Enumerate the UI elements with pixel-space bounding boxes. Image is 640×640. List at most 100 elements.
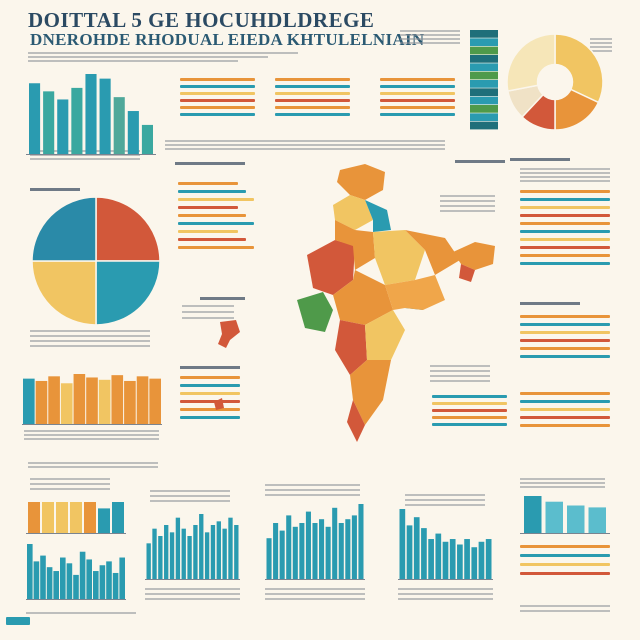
bar	[181, 528, 186, 580]
pie-slice	[31, 196, 97, 262]
mid-left-bar-chart	[22, 374, 162, 425]
decorative-line	[150, 500, 230, 502]
decorative-line	[150, 490, 230, 492]
decorative-line	[432, 423, 507, 426]
decorative-line	[520, 323, 610, 326]
bar	[70, 502, 82, 534]
decorative-line	[178, 222, 254, 225]
decorative-line	[590, 50, 612, 52]
decorative-line	[265, 489, 360, 491]
decorative-line	[590, 42, 612, 44]
decorative-line	[200, 297, 245, 300]
bar	[106, 561, 112, 600]
decorative-line	[275, 78, 350, 81]
bar	[57, 99, 69, 155]
bar	[158, 536, 163, 580]
decorative-line	[178, 206, 238, 209]
bar	[421, 528, 427, 580]
decorative-line	[520, 222, 610, 225]
decorative-line	[265, 593, 365, 595]
left-pie-chart	[31, 196, 161, 326]
map-region-west	[307, 240, 355, 295]
stack-segment	[470, 38, 498, 47]
map-region-south1	[335, 320, 367, 375]
bar	[79, 551, 86, 600]
decorative-line	[520, 206, 610, 209]
decorative-line	[520, 554, 610, 557]
decorative-line	[275, 99, 350, 102]
bottom-right-bar-chart	[520, 496, 610, 534]
map-region-green	[297, 292, 333, 332]
bar	[266, 538, 272, 580]
decorative-line	[180, 366, 240, 369]
bar	[545, 501, 563, 534]
decorative-line	[440, 210, 495, 212]
bar	[464, 539, 470, 580]
decorative-line	[180, 78, 255, 81]
bar	[286, 515, 292, 580]
bottom-mid3-bar-chart	[398, 509, 493, 580]
decorative-line	[432, 395, 507, 398]
decorative-line	[380, 106, 455, 109]
bar	[312, 523, 318, 580]
bar	[175, 517, 181, 580]
bar	[345, 519, 351, 580]
bar	[222, 528, 227, 580]
decorative-line	[180, 408, 240, 411]
decorative-line	[182, 305, 234, 307]
bar	[273, 523, 279, 580]
map-region-nw	[333, 195, 373, 230]
bar	[141, 124, 153, 155]
bar	[319, 519, 325, 580]
bottom-mid1-bar-chart	[145, 514, 240, 580]
pie-slice	[95, 260, 161, 326]
bottom-left-top-bars	[26, 502, 126, 534]
decorative-line	[430, 365, 490, 367]
bar	[332, 507, 338, 580]
decorative-line	[24, 434, 159, 436]
decorative-line	[520, 478, 605, 480]
bar	[325, 526, 331, 580]
bar	[119, 557, 125, 600]
bar	[152, 528, 157, 580]
decorative-line	[432, 416, 507, 419]
decorative-line	[180, 384, 240, 387]
stack-segment	[470, 46, 498, 55]
bar	[478, 541, 485, 580]
decorative-line	[30, 340, 150, 342]
decorative-line	[520, 400, 610, 403]
map-islands	[214, 320, 240, 410]
map-region-south3	[350, 360, 391, 425]
decorative-line	[440, 205, 495, 207]
decorative-line	[380, 78, 455, 81]
bar	[66, 563, 73, 600]
bar	[73, 574, 79, 600]
bar	[86, 377, 98, 425]
decorative-line	[275, 92, 350, 95]
stack-segment	[470, 105, 498, 113]
decorative-line	[400, 42, 460, 44]
bar	[111, 375, 124, 425]
bar	[27, 544, 33, 600]
decorative-line	[520, 339, 610, 342]
bar	[84, 502, 96, 534]
bar	[228, 517, 233, 580]
bar	[210, 525, 216, 580]
decorative-line	[520, 238, 610, 241]
decorative-line	[30, 478, 110, 480]
top-right-donut-chart	[506, 33, 604, 131]
bar	[29, 83, 41, 155]
decorative-line	[30, 154, 140, 156]
stack-segment	[470, 121, 498, 130]
decorative-line	[520, 563, 610, 566]
bar	[299, 523, 305, 580]
bar	[33, 561, 40, 600]
bar	[406, 525, 413, 580]
bar	[449, 539, 456, 580]
map-region-ne2	[459, 264, 475, 282]
decorative-line	[182, 317, 234, 319]
decorative-line	[520, 302, 580, 305]
map-region-south2	[365, 310, 405, 360]
decorative-line	[275, 106, 350, 109]
decorative-line	[520, 331, 610, 334]
